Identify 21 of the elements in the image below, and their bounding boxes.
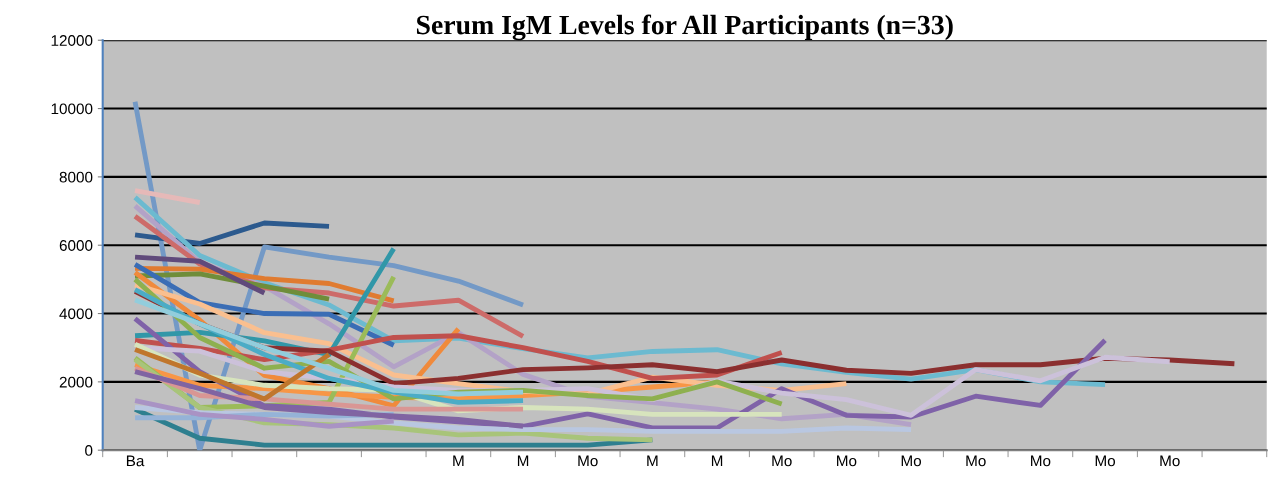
y-tick-label: 10000 — [51, 103, 93, 115]
x-tick-label: M — [647, 455, 658, 467]
x-tick-label: Ba — [126, 455, 145, 467]
y-tick-label: 2000 — [59, 376, 93, 388]
x-tick-label: Mo — [772, 455, 792, 467]
y-tick-label: 0 — [85, 445, 93, 456]
y-tick-label: 12000 — [51, 35, 93, 46]
y-tick-label: 4000 — [59, 308, 93, 320]
x-tick-label: Mo — [1160, 455, 1180, 467]
x-tick-label: Mo — [1031, 455, 1051, 467]
x-tick-label: M — [711, 455, 723, 467]
x-tick-label: Mo — [966, 455, 986, 467]
x-tick-label: M — [517, 455, 529, 467]
x-tick-label: Mo — [578, 455, 598, 467]
x-tick-label: M — [453, 455, 464, 467]
y-tick-label: 6000 — [59, 240, 93, 251]
x-tick-label: Mo — [901, 455, 922, 467]
x-tick-label: Mo — [837, 455, 857, 467]
y-tick-label: 8000 — [59, 171, 93, 183]
chart-title: Serum IgM Levels for All Participants (n=33) — [416, 14, 953, 41]
x-tick-label: Mo — [1095, 455, 1116, 467]
